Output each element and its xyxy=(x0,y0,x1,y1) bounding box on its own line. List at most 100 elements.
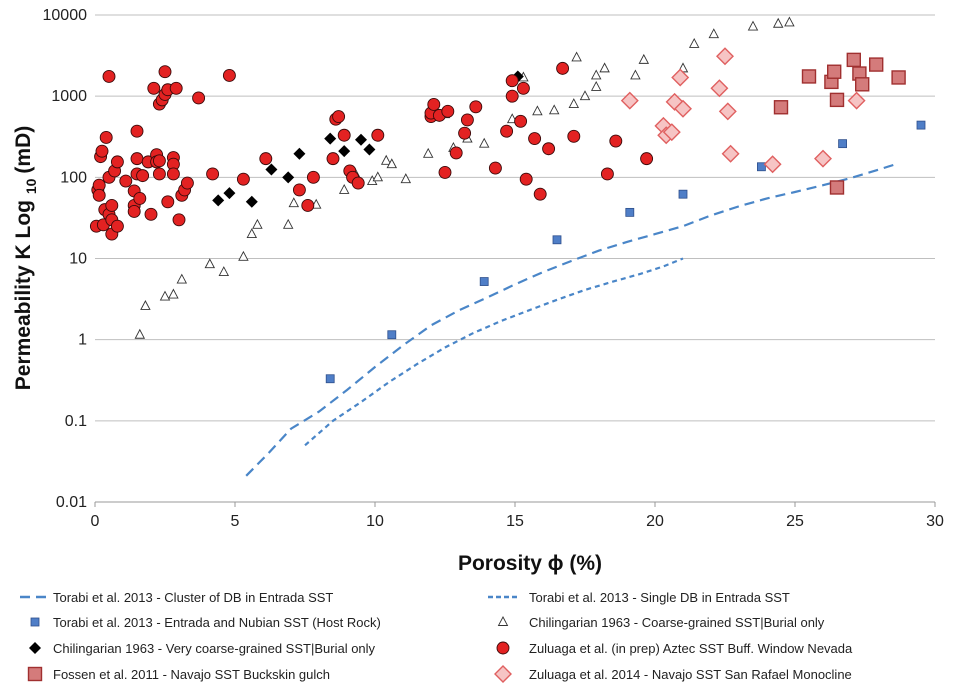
data-point xyxy=(458,126,472,140)
data-point xyxy=(152,154,166,168)
data-point xyxy=(306,170,320,184)
data-point xyxy=(438,165,452,179)
data-point xyxy=(590,80,602,91)
legend-marker-swatch xyxy=(30,617,40,627)
data-point xyxy=(620,91,639,110)
data-point xyxy=(293,147,306,160)
data-point xyxy=(136,169,150,183)
data-point xyxy=(119,174,133,188)
series-chilingarian-1963-coarse-grained-sst-burial-only xyxy=(134,16,795,339)
data-point xyxy=(134,328,146,339)
data-point xyxy=(169,81,183,95)
y-tick-label: 10000 xyxy=(43,7,88,24)
data-point xyxy=(718,102,737,121)
data-point xyxy=(158,65,172,79)
data-point xyxy=(324,132,337,145)
data-point xyxy=(514,114,528,128)
data-point xyxy=(519,172,533,186)
legend-item: Fossen et al. 2011 - Navajo SST Buckskin… xyxy=(27,666,330,682)
data-point xyxy=(166,167,180,181)
legend-label: Torabi et al. 2013 - Cluster of DB in En… xyxy=(53,590,333,605)
data-point xyxy=(479,277,489,286)
data-point xyxy=(95,144,109,158)
data-point xyxy=(662,123,681,142)
data-point xyxy=(332,110,346,124)
data-point xyxy=(427,98,441,111)
legend: Torabi et al. 2013 - Cluster of DB in En… xyxy=(20,590,853,683)
legend-item: Zuluaga et al. (in prep) Aztec SST Buff.… xyxy=(496,641,853,656)
data-point xyxy=(282,171,295,184)
x-tick-label: 10 xyxy=(366,513,384,530)
data-point xyxy=(600,167,614,181)
data-point xyxy=(222,68,236,82)
data-point xyxy=(246,228,258,239)
data-point xyxy=(159,290,171,301)
trend-lines xyxy=(245,163,897,477)
data-point xyxy=(144,207,158,221)
y-tick-label: 1 xyxy=(78,332,87,349)
x-tick-label: 15 xyxy=(506,513,524,530)
data-point xyxy=(372,171,384,182)
legend-label: Zuluaga et al. 2014 - Navajo SST San Raf… xyxy=(529,667,852,682)
data-point xyxy=(710,79,729,98)
data-point xyxy=(236,172,250,186)
y-tick-label: 0.01 xyxy=(56,494,87,511)
axes: 0.01 0.1 1 10 100 1000 10000 0 5 10 15 20 25 30 xyxy=(43,7,945,530)
data-point xyxy=(869,57,884,72)
data-point xyxy=(838,139,847,149)
data-point xyxy=(301,199,315,212)
data-point xyxy=(478,137,490,148)
data-point xyxy=(916,120,926,130)
x-tick-label: 30 xyxy=(926,513,944,530)
data-point xyxy=(238,250,249,261)
y-tick-label: 0.1 xyxy=(65,413,87,430)
data-point xyxy=(206,167,220,181)
trend-line-torabi-et-al-2013-cluster-of-db-in-entrada-sst xyxy=(245,163,897,477)
data-point xyxy=(721,144,740,163)
data-point xyxy=(548,104,560,115)
data-point xyxy=(422,147,434,158)
data-point xyxy=(747,20,759,31)
data-point xyxy=(218,266,230,277)
data-point xyxy=(351,176,365,190)
data-point xyxy=(814,149,832,168)
data-point xyxy=(326,152,340,166)
legend-marker-swatch xyxy=(497,616,509,626)
data-point xyxy=(772,17,784,28)
data-point xyxy=(386,158,398,169)
data-point xyxy=(505,89,519,103)
legend-item: Torabi et al. 2013 - Single DB in Entrad… xyxy=(488,590,790,605)
data-point xyxy=(567,129,581,143)
data-point xyxy=(552,235,562,245)
legend-label: Fossen et al. 2011 - Navajo SST Buckskin… xyxy=(53,667,330,682)
data-point xyxy=(152,167,166,181)
data-point xyxy=(338,145,351,158)
data-point xyxy=(773,100,789,115)
data-point xyxy=(528,132,542,146)
data-point xyxy=(140,300,151,310)
y-axis-title-subscript: 10 xyxy=(23,178,39,194)
data-point xyxy=(449,146,463,160)
legend-label: Torabi et al. 2013 - Entrada and Nubian … xyxy=(53,615,381,630)
data-point xyxy=(674,99,692,118)
data-point xyxy=(716,47,734,66)
data-point xyxy=(590,69,602,80)
legend-label: Zuluaga et al. (in prep) Aztec SST Buff.… xyxy=(529,641,853,656)
x-tick-label: 20 xyxy=(646,513,664,530)
data-point xyxy=(176,273,188,284)
data-point xyxy=(688,37,700,48)
legend-label: Chilingarian 1963 - Coarse-grained SST|B… xyxy=(529,615,825,630)
legend-marker-swatch xyxy=(494,665,512,683)
data-point xyxy=(829,92,845,108)
data-point xyxy=(363,143,376,156)
data-point xyxy=(355,133,367,146)
data-point xyxy=(371,128,385,142)
data-point xyxy=(571,51,582,62)
data-point xyxy=(847,91,866,110)
legend-item: Chilingarian 1963 - Very coarse-grained … xyxy=(29,641,376,656)
data-point xyxy=(192,91,206,105)
data-point xyxy=(130,124,144,138)
legend-marker-swatch xyxy=(29,642,41,654)
data-point xyxy=(532,105,543,116)
data-point xyxy=(460,113,474,127)
